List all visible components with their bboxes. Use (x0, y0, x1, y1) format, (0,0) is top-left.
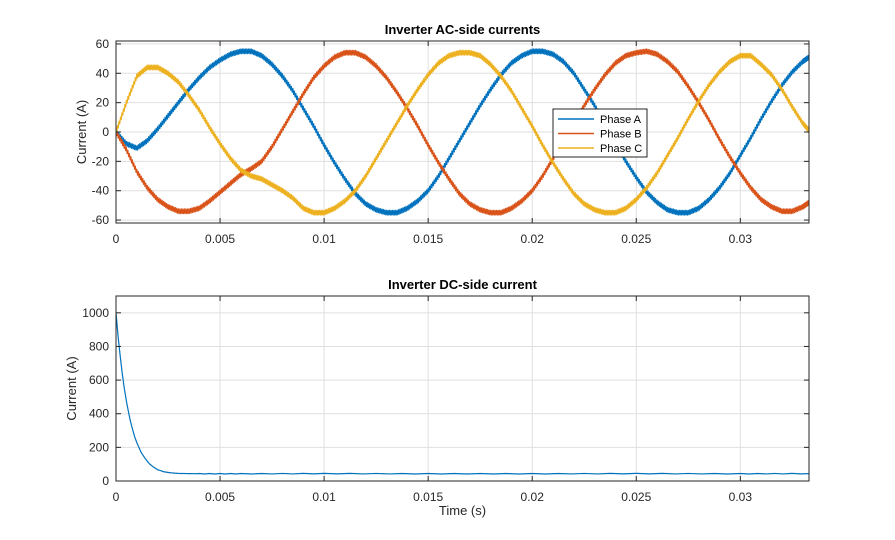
ac-y-tick-label: -40 (92, 184, 110, 198)
ac-y-tick-label: 60 (96, 37, 110, 51)
ac-x-tick-label: 0 (113, 232, 120, 246)
ac-x-tick-label: 0.02 (521, 232, 545, 246)
dc-y-tick-label: 200 (89, 440, 109, 454)
dc-current-y-axis-label: Current (A) (64, 356, 79, 420)
series-dc-current-line (116, 312, 809, 475)
dc-current-axes: Inverter DC-side current Current (A) Tim… (64, 277, 810, 518)
series-phase-b-line (116, 48, 809, 216)
ac-y-tick-label: 20 (96, 96, 110, 110)
ac-currents-y-axis-label: Current (A) (74, 100, 89, 164)
ac-x-tick-label: 0.025 (621, 232, 651, 246)
legend-label-phase-a: Phase A (600, 114, 642, 126)
dc-y-tick-label: 800 (89, 339, 109, 353)
dc-y-tick-label: 400 (89, 407, 109, 421)
legend: Phase A Phase B Phase C (552, 108, 648, 158)
ac-y-tick-label: -20 (92, 154, 110, 168)
dc-y-tick-label: 1000 (82, 306, 109, 320)
ac-y-tick-label: 0 (102, 125, 109, 139)
dc-axes-frame (115, 295, 810, 482)
dc-x-tick-label: 0.01 (312, 490, 336, 504)
ac-x-tick-label: 0.03 (729, 232, 753, 246)
series-phase-a-line (116, 48, 809, 216)
dc-x-tick-label: 0.02 (521, 490, 545, 504)
dc-x-tick-label: 0.03 (729, 490, 753, 504)
dc-x-tick-label: 0.015 (413, 490, 443, 504)
ac-x-tick-label: 0.015 (413, 232, 443, 246)
dc-x-tick-label: 0.025 (621, 490, 651, 504)
ac-x-tick-label: 0.01 (312, 232, 336, 246)
dc-current-x-axis-label: Time (s) (439, 503, 486, 518)
dc-plot-area (116, 296, 809, 481)
series-phase-c-line (116, 49, 809, 216)
ac-x-tick-label: 0.005 (205, 232, 235, 246)
legend-label-phase-c: Phase C (600, 143, 642, 155)
ac-currents-axes: Inverter AC-side currents Current (A) 0 0… (74, 22, 810, 246)
dc-current-title: Inverter DC-side current (388, 277, 537, 292)
dc-y-tick-label: 0 (102, 474, 109, 488)
ac-y-tick-label: -60 (92, 213, 110, 227)
dc-x-tick-label: 0 (113, 490, 120, 504)
dc-x-tick-label: 0.005 (205, 490, 235, 504)
ac-y-tick-label: 40 (96, 66, 110, 80)
ac-currents-title: Inverter AC-side currents (385, 22, 541, 37)
legend-label-phase-b: Phase B (600, 129, 642, 141)
dc-y-tick-label: 600 (89, 373, 109, 387)
